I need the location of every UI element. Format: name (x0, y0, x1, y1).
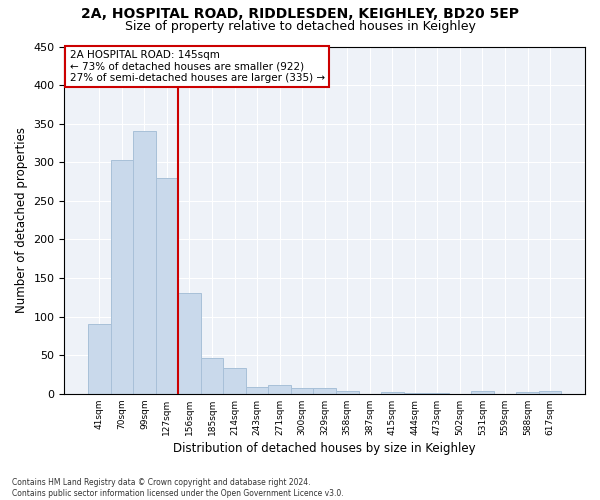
Bar (88, 324, 110, 394)
Text: Size of property relative to detached houses in Keighley: Size of property relative to detached ho… (125, 20, 475, 33)
Text: 2A HOSPITAL ROAD: 145sqm
← 73% of detached houses are smaller (922)
27% of semi-: 2A HOSPITAL ROAD: 145sqm ← 73% of detach… (70, 50, 325, 83)
Bar (246, 387, 268, 394)
Bar (201, 358, 223, 394)
Bar (539, 390, 562, 394)
Bar (471, 390, 494, 394)
Bar (268, 384, 291, 394)
Bar (178, 292, 201, 394)
Bar (404, 393, 426, 394)
Bar (313, 388, 336, 394)
Bar (110, 160, 133, 394)
Bar (291, 388, 313, 394)
X-axis label: Distribution of detached houses by size in Keighley: Distribution of detached houses by size … (173, 442, 476, 455)
Y-axis label: Number of detached properties: Number of detached properties (15, 127, 28, 313)
Bar (516, 392, 539, 394)
Text: 2A, HOSPITAL ROAD, RIDDLESDEN, KEIGHLEY, BD20 5EP: 2A, HOSPITAL ROAD, RIDDLESDEN, KEIGHLEY,… (81, 8, 519, 22)
Text: Contains HM Land Registry data © Crown copyright and database right 2024.
Contai: Contains HM Land Registry data © Crown c… (12, 478, 344, 498)
Bar (381, 392, 404, 394)
Bar (336, 390, 359, 394)
Bar (426, 393, 449, 394)
Bar (223, 368, 246, 394)
Bar (133, 130, 155, 394)
Bar (155, 178, 178, 394)
